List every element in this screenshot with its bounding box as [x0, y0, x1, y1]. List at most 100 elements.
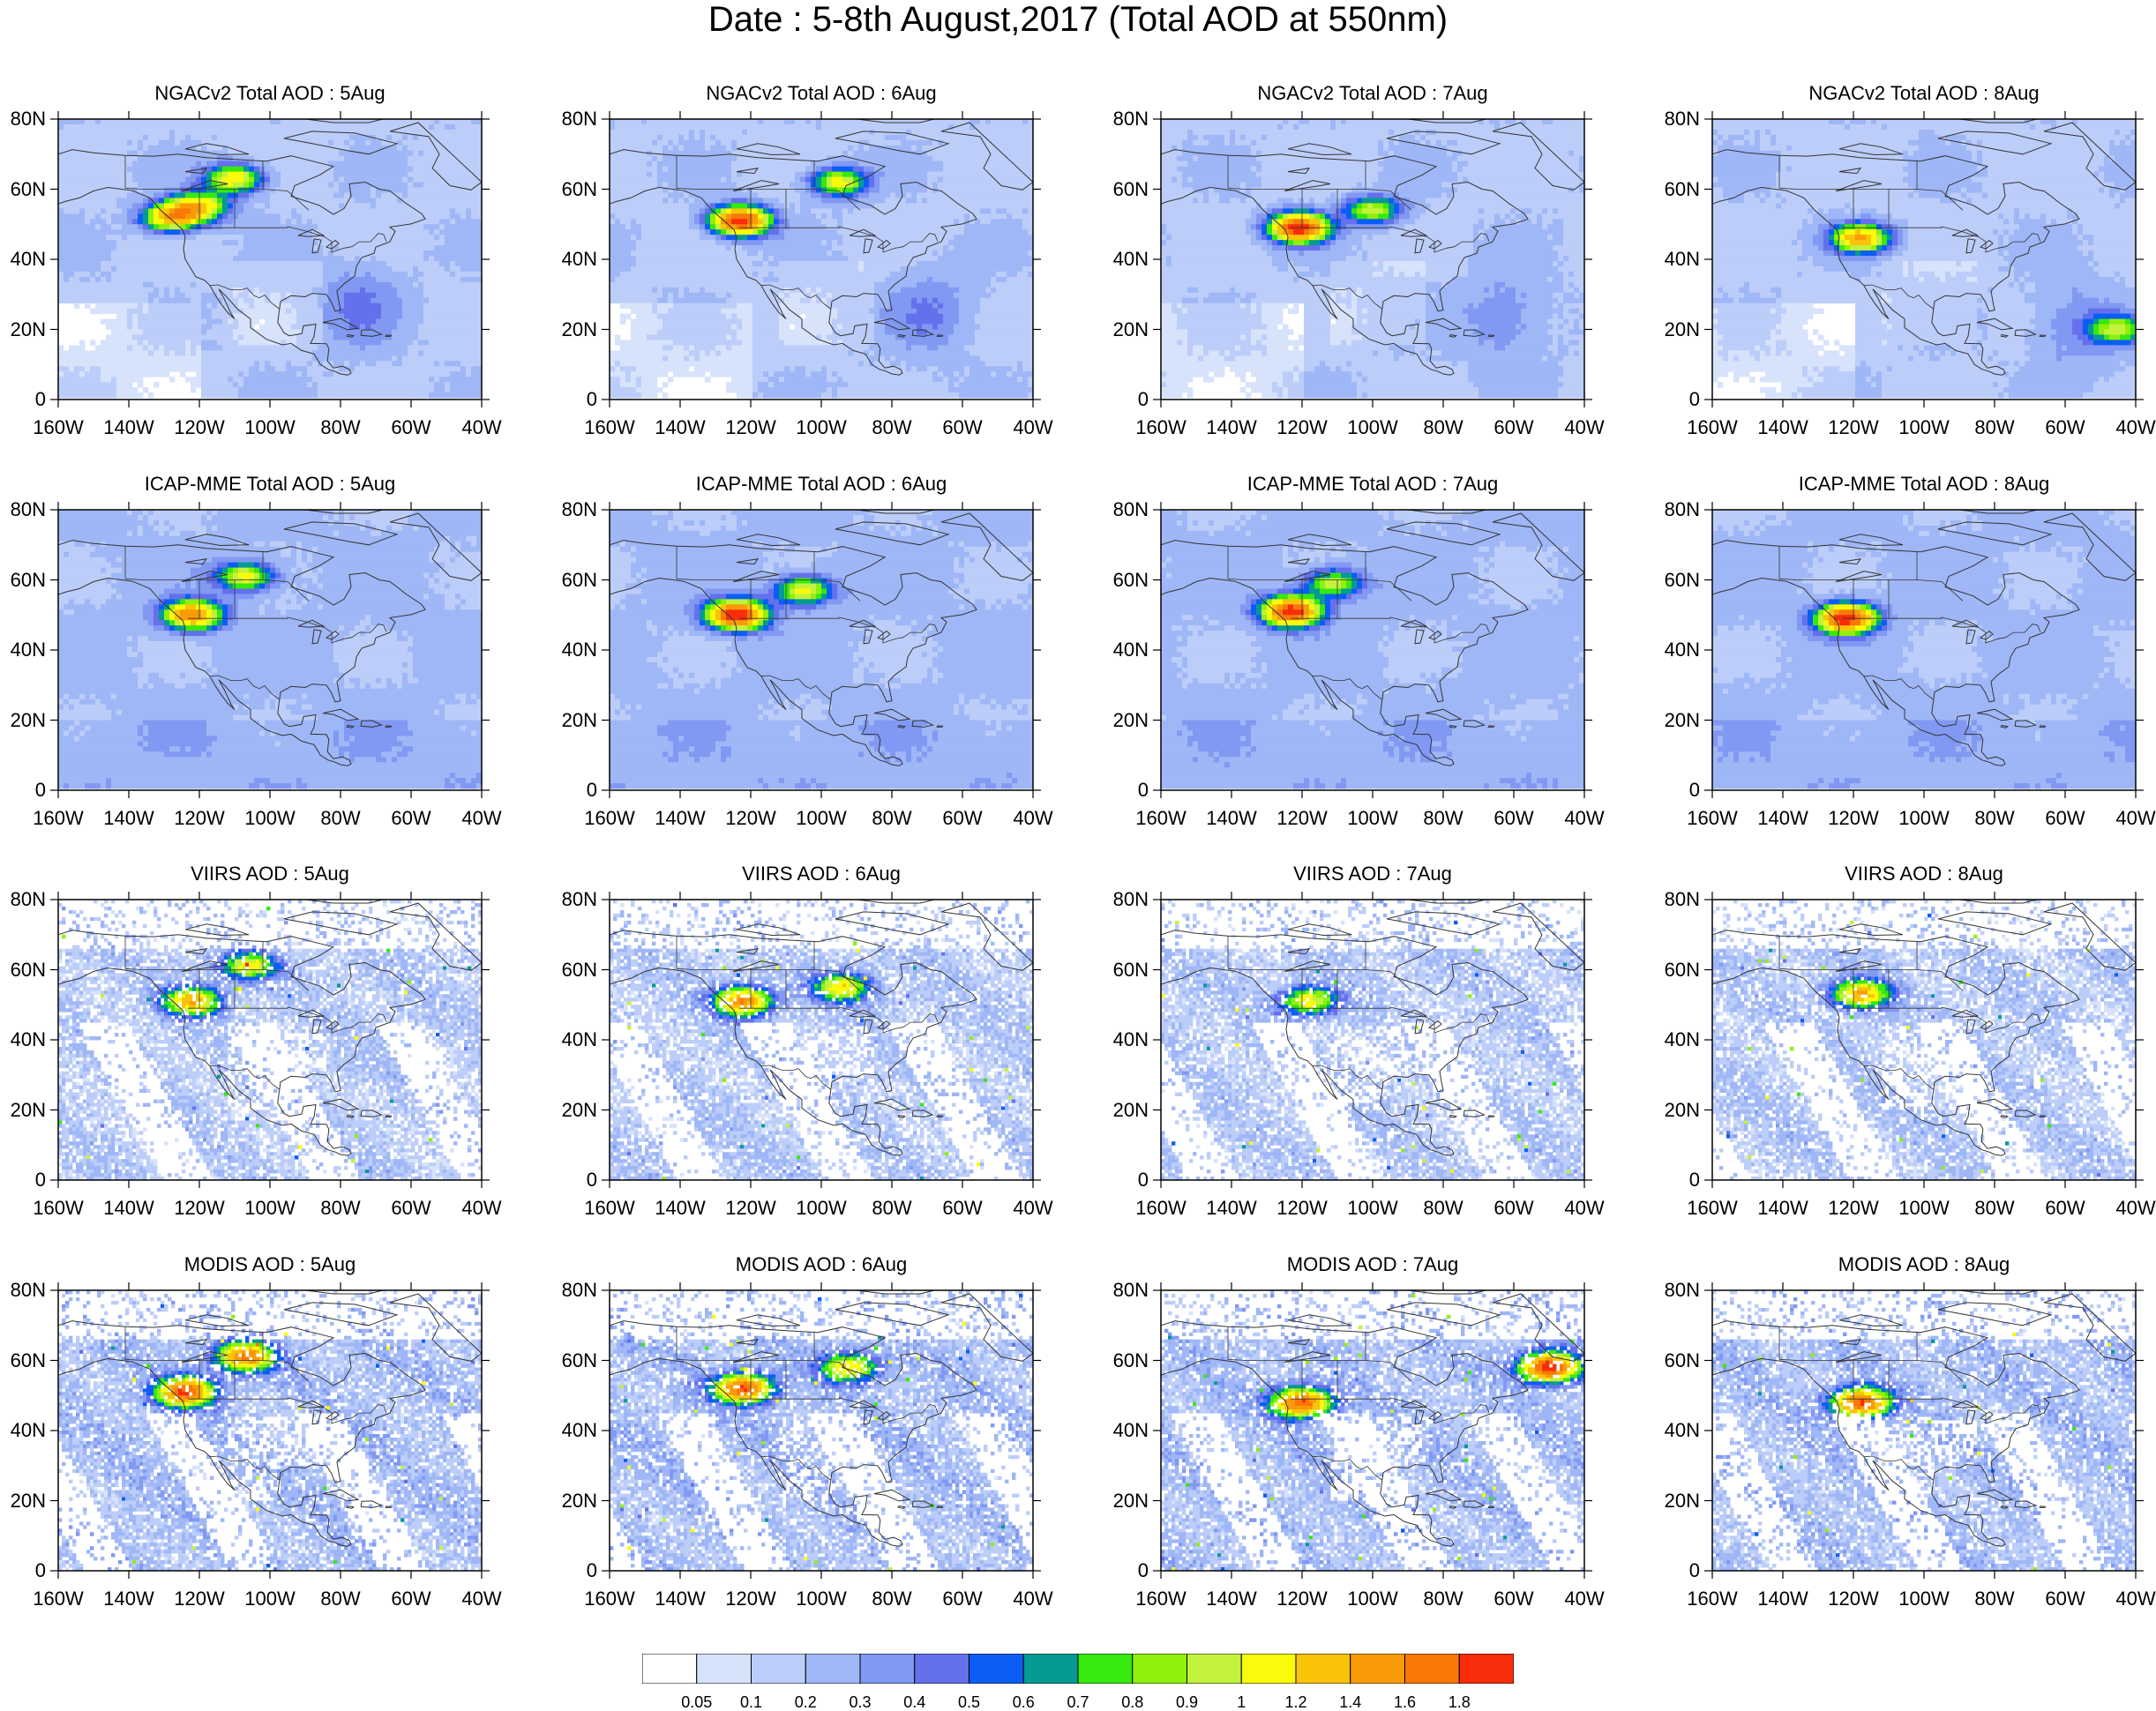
lat-tick-label: 60N	[1097, 570, 1149, 591]
lon-tick-label: 100W	[235, 1588, 305, 1610]
lon-tick-label: 140W	[645, 417, 715, 438]
lat-tick-label: 0	[546, 1169, 597, 1191]
lat-tick-label: 20N	[546, 1491, 597, 1512]
lat-tick-label: 20N	[1649, 710, 1700, 731]
lon-tick-label: 80W	[305, 1198, 376, 1219]
lon-tick-label: 40W	[2100, 417, 2156, 438]
lon-tick-label: 40W	[446, 1588, 517, 1610]
lat-tick-label: 20N	[1649, 1100, 1700, 1121]
lon-tick-label: 100W	[1889, 417, 1959, 438]
lat-tick-label: 20N	[1097, 710, 1149, 731]
panel-title: VIIRS AOD : 5Aug	[23, 863, 517, 885]
lon-tick-label: 100W	[235, 417, 305, 438]
aod-field	[1712, 510, 2136, 788]
lon-tick-label: 120W	[1818, 1588, 1889, 1610]
panel-title: NGACv2 Total AOD : 7Aug	[1126, 82, 1620, 105]
lon-tick-label: 100W	[786, 1588, 857, 1610]
lon-tick-label: 40W	[998, 417, 1068, 438]
lon-tick-label: 60W	[927, 1588, 998, 1610]
panel-title: MODIS AOD : 7Aug	[1126, 1253, 1620, 1276]
lat-tick-label: 20N	[546, 710, 597, 731]
lon-tick-label: 140W	[1748, 1588, 1818, 1610]
aod-field	[1712, 119, 2136, 398]
lon-tick-label: 160W	[574, 1198, 645, 1219]
panel-title: VIIRS AOD : 8Aug	[1677, 863, 2156, 885]
lat-tick-label: 40N	[546, 1420, 597, 1441]
lon-tick-label: 40W	[1549, 417, 1620, 438]
lat-tick-label: 80N	[1649, 1280, 1700, 1301]
panel-title: NGACv2 Total AOD : 8Aug	[1677, 82, 2156, 105]
map-panel	[1161, 119, 1584, 400]
lon-tick-label: 60W	[1479, 1198, 1549, 1219]
lon-tick-label: 60W	[2030, 1198, 2100, 1219]
lon-tick-label: 80W	[1408, 1588, 1479, 1610]
colorbar-swatch	[805, 1654, 860, 1684]
lon-tick-label: 140W	[645, 1588, 715, 1610]
map-panel	[58, 510, 482, 790]
map-panel	[58, 900, 482, 1180]
lat-tick-label: 80N	[1649, 499, 1700, 520]
lon-tick-label: 80W	[305, 1588, 376, 1610]
lat-tick-label: 0	[546, 780, 597, 801]
lon-tick-label: 120W	[164, 1198, 235, 1219]
lon-tick-label: 80W	[1959, 417, 2030, 438]
map-panel	[1161, 1290, 1584, 1571]
colorbar-swatch	[697, 1654, 752, 1684]
lat-tick-label: 20N	[1649, 1491, 1700, 1512]
lon-tick-label: 100W	[786, 808, 857, 829]
map-panel	[58, 119, 482, 400]
lon-tick-label: 60W	[1479, 808, 1549, 829]
aod-field	[610, 119, 1033, 398]
lat-tick-label: 60N	[546, 179, 597, 200]
lat-tick-label: 60N	[1649, 1350, 1700, 1371]
lat-tick-label: 0	[1097, 389, 1149, 410]
lat-tick-label: 60N	[546, 570, 597, 591]
colorbar-label: 1.2	[1269, 1693, 1322, 1711]
lon-tick-label: 40W	[998, 1588, 1068, 1610]
colorbar-swatch	[1078, 1654, 1133, 1684]
aod-field	[58, 510, 482, 788]
lat-tick-label: 0	[0, 389, 46, 410]
lon-tick-label: 120W	[1267, 1588, 1337, 1610]
lat-tick-label: 80N	[546, 889, 597, 910]
lon-tick-label: 140W	[94, 808, 164, 829]
lat-tick-label: 0	[0, 780, 46, 801]
lon-tick-label: 120W	[715, 417, 786, 438]
lat-tick-label: 80N	[0, 889, 46, 910]
lat-tick-label: 0	[1649, 1169, 1700, 1191]
lat-tick-label: 80N	[0, 108, 46, 130]
lat-tick-label: 40N	[0, 1420, 46, 1441]
lon-tick-label: 100W	[235, 808, 305, 829]
panel-title: ICAP-MME Total AOD : 5Aug	[23, 473, 517, 496]
lon-tick-label: 140W	[1196, 1588, 1267, 1610]
lon-tick-label: 80W	[1408, 417, 1479, 438]
lon-tick-label: 120W	[715, 1198, 786, 1219]
colorbar-swatch	[1459, 1654, 1514, 1684]
lat-tick-label: 60N	[0, 960, 46, 981]
colorbar-swatch	[1023, 1654, 1078, 1684]
colorbar-label: 1.8	[1433, 1693, 1486, 1711]
colorbar-label: 1	[1215, 1693, 1268, 1711]
map-panel	[610, 510, 1033, 790]
lat-tick-label: 20N	[1097, 1100, 1149, 1121]
lat-tick-label: 40N	[546, 1029, 597, 1050]
lon-tick-label: 120W	[715, 808, 786, 829]
colorbar-label: 0.1	[725, 1693, 778, 1711]
map-panel	[610, 119, 1033, 400]
lon-tick-label: 140W	[1196, 1198, 1267, 1219]
colorbar-swatch	[752, 1654, 806, 1684]
colorbar	[642, 1654, 1514, 1684]
lon-tick-label: 100W	[1889, 808, 1959, 829]
lat-tick-label: 60N	[0, 179, 46, 200]
lon-tick-label: 120W	[1818, 808, 1889, 829]
aod-field	[58, 119, 482, 398]
lon-tick-label: 120W	[1267, 417, 1337, 438]
lat-tick-label: 40N	[1097, 1029, 1149, 1050]
lat-tick-label: 0	[1649, 389, 1700, 410]
lon-tick-label: 60W	[927, 1198, 998, 1219]
colorbar-label: 0.5	[943, 1693, 996, 1711]
lon-tick-label: 100W	[1889, 1198, 1959, 1219]
lat-tick-label: 20N	[1649, 319, 1700, 340]
aod-field	[1161, 1290, 1584, 1571]
lat-tick-label: 40N	[1649, 249, 1700, 270]
